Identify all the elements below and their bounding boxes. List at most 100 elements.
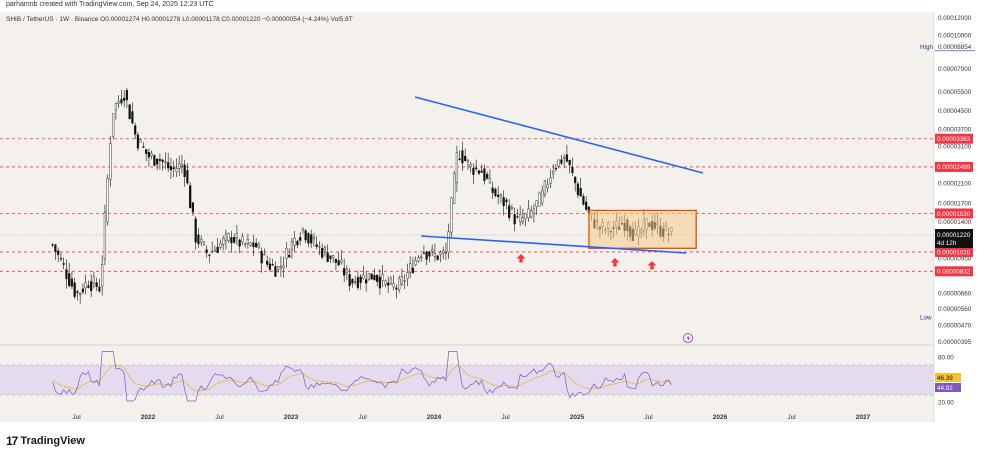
candle-body	[79, 292, 82, 295]
candle-body	[252, 242, 255, 248]
level-tag-label: 0.00001530	[937, 211, 971, 218]
candle-body	[337, 260, 340, 266]
candle-body	[406, 272, 409, 279]
candle-body	[153, 155, 156, 166]
candle-body	[213, 249, 217, 252]
candle-body	[205, 249, 208, 253]
candle-body	[142, 146, 145, 148]
candle-body	[255, 242, 258, 248]
candle-body	[211, 250, 214, 253]
candle-body	[263, 254, 266, 256]
candle-body	[125, 90, 129, 101]
candle-body	[510, 207, 514, 210]
candle-body	[524, 213, 527, 219]
y-tick-label: 0.00001700	[938, 200, 972, 207]
candle-body	[296, 240, 299, 246]
tradingview-logo[interactable]: 17 TradingView	[6, 434, 85, 448]
candle-body	[552, 171, 555, 175]
candle-body	[326, 252, 329, 262]
candle-body	[365, 279, 368, 284]
candle-body	[227, 233, 230, 241]
candle-body	[293, 238, 296, 246]
y-tick-label: 0.00010000	[938, 32, 972, 39]
candle-body	[362, 274, 365, 279]
candle-body	[442, 250, 445, 254]
candle-body	[513, 214, 516, 225]
candle-body	[494, 189, 497, 196]
candle-body	[68, 273, 71, 286]
y-tick-label: 0.00012000	[938, 15, 972, 22]
candle-body	[400, 276, 404, 285]
rsi-tick-label: 20.00	[938, 400, 954, 407]
candle-body	[332, 255, 335, 258]
candle-body	[277, 266, 280, 270]
candle-body	[486, 173, 489, 179]
candle-body	[373, 275, 376, 281]
candle-body	[76, 291, 79, 294]
y-tick-label: 0.00008854	[938, 44, 972, 51]
candle-body	[145, 149, 148, 154]
candle-body	[200, 238, 203, 243]
candle-body	[246, 239, 250, 244]
candle-body	[376, 274, 379, 282]
candle-body	[87, 285, 90, 288]
candle-body	[310, 234, 313, 244]
candle-body	[136, 134, 140, 149]
candle-body	[147, 151, 151, 158]
rsi-ma-value: 46.39	[937, 375, 953, 382]
candle-body	[318, 246, 321, 248]
candle-body	[180, 164, 184, 167]
candle-body	[403, 280, 406, 282]
candle-body	[178, 163, 181, 169]
countdown-label: 4d 12h	[937, 240, 957, 247]
candle-body	[186, 170, 189, 184]
candle-body	[351, 278, 354, 284]
candle-body	[84, 282, 87, 289]
candle-body	[233, 237, 236, 243]
level-tag	[935, 266, 973, 277]
candle-body	[464, 155, 467, 161]
candle-body	[95, 282, 98, 287]
candle-body	[98, 286, 101, 292]
support-arrow-icon	[610, 258, 620, 267]
candle-body	[557, 159, 560, 167]
low-label: Low	[920, 315, 932, 322]
candle-body	[299, 237, 302, 241]
candle-body	[274, 266, 277, 277]
candle-body	[541, 190, 544, 204]
candle-body	[197, 234, 200, 245]
candle-body	[216, 246, 219, 253]
x-tick-label: 2024	[427, 414, 442, 421]
y-tick-label: 0.00007000	[938, 66, 972, 73]
candle-body	[156, 158, 159, 165]
y-tick-label: 0.00000660	[938, 290, 972, 297]
candle-body	[73, 282, 76, 297]
candle-body	[370, 273, 373, 280]
rsi-band	[0, 365, 934, 395]
candle-body	[271, 264, 274, 266]
brand-name: TradingView	[20, 435, 85, 447]
candle-body	[477, 170, 481, 174]
chart-area[interactable]	[0, 12, 934, 422]
candle-body	[92, 276, 96, 284]
candle-body	[554, 167, 558, 170]
candle-body	[549, 177, 552, 184]
rsi-line	[52, 351, 672, 402]
high-label: High	[920, 44, 933, 51]
candle-body	[334, 258, 338, 263]
candle-body	[409, 263, 412, 273]
candle-body	[158, 159, 162, 161]
candle-body	[543, 180, 547, 195]
candle-body	[161, 159, 164, 162]
candle-body	[563, 157, 566, 159]
symbol-legend: SHIB / TetherUS · 1W · Binance O0.000012…	[6, 16, 353, 23]
y-tick-label: 0.00003700	[938, 127, 972, 134]
candle-body	[343, 268, 346, 276]
x-tick-label: 2023	[284, 414, 299, 421]
y-tick-label: 0.00000560	[938, 306, 972, 313]
level-tag-label: 0.00003363	[937, 136, 971, 143]
candle-body	[422, 252, 426, 254]
candle-body	[290, 241, 294, 250]
candle-body	[172, 167, 175, 170]
